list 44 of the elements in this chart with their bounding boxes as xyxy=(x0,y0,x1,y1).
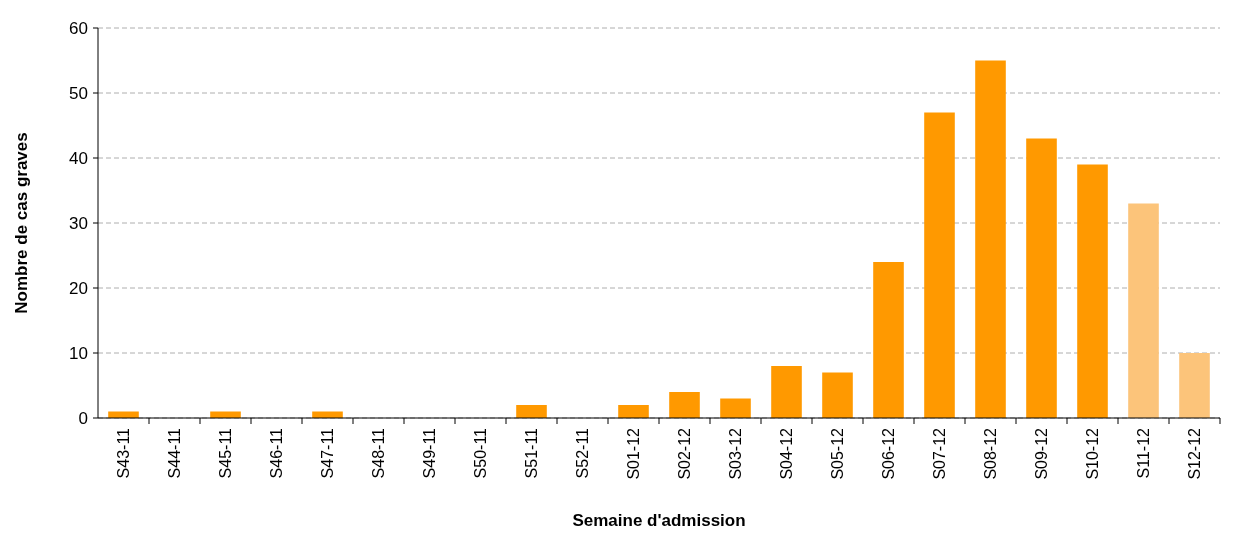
y-tick-label: 60 xyxy=(69,18,88,38)
bar xyxy=(873,262,904,418)
x-tick-label: S45-11 xyxy=(217,427,235,479)
x-tick-label: S49-11 xyxy=(421,427,439,479)
x-tick-label: S06-12 xyxy=(880,427,898,480)
bar xyxy=(771,366,802,418)
bar xyxy=(1128,203,1159,418)
x-tick-label: S46-11 xyxy=(268,427,286,479)
y-tick-label: 20 xyxy=(69,278,88,298)
x-tick-label: S02-12 xyxy=(676,427,694,480)
x-tick-label: S10-12 xyxy=(1084,427,1102,480)
y-tick-label: 0 xyxy=(78,408,88,428)
x-tick-label: S44-11 xyxy=(166,427,184,479)
x-tick-label: S05-12 xyxy=(829,427,847,480)
x-tick-label: S43-11 xyxy=(115,427,133,479)
x-tick-label: S07-12 xyxy=(931,427,949,480)
bar xyxy=(1077,164,1108,418)
x-tick-label: S50-11 xyxy=(472,427,490,479)
y-tick-label: 40 xyxy=(69,148,88,168)
x-axis-title: Semaine d'admission xyxy=(572,511,746,530)
x-tick-label: S08-12 xyxy=(982,427,1000,480)
bar xyxy=(618,405,649,418)
x-tick-label: S12-12 xyxy=(1186,427,1204,480)
bar xyxy=(1179,353,1210,418)
x-tick-label: S03-12 xyxy=(727,427,745,480)
y-axis-title: Nombre de cas graves xyxy=(12,132,31,314)
x-tick-label: S11-12 xyxy=(1135,427,1153,479)
x-tick-label: S47-11 xyxy=(319,427,337,479)
bar xyxy=(975,60,1006,418)
x-tick-label: S04-12 xyxy=(778,427,796,480)
y-tick-label: 10 xyxy=(69,343,88,363)
y-tick-label: 50 xyxy=(69,83,88,103)
x-tick-label: S48-11 xyxy=(370,427,388,479)
x-tick-label: S51-11 xyxy=(523,427,541,479)
bar xyxy=(822,372,853,418)
bar xyxy=(924,112,955,418)
bar xyxy=(1026,138,1057,418)
x-tick-label: S52-11 xyxy=(574,427,592,479)
bar xyxy=(669,392,700,418)
bar xyxy=(516,405,547,418)
x-tick-label: S01-12 xyxy=(625,427,643,480)
bar xyxy=(720,398,751,418)
x-tick-label: S09-12 xyxy=(1033,427,1051,480)
y-tick-label: 30 xyxy=(69,213,88,233)
